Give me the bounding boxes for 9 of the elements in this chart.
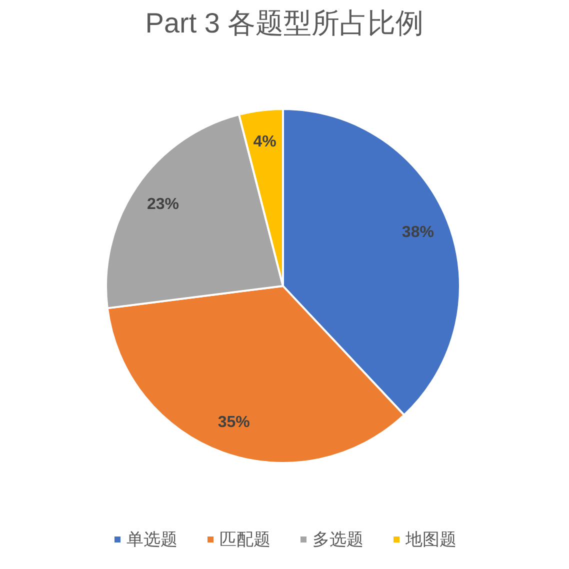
legend-label: 匹配题 xyxy=(220,530,270,549)
data-label: 23% xyxy=(146,196,179,213)
data-label: 4% xyxy=(253,134,276,151)
legend-label: 多选题 xyxy=(312,530,364,549)
data-label: 38% xyxy=(402,224,434,242)
data-label: 35% xyxy=(218,414,250,432)
legend-label: 地图题 xyxy=(404,530,456,549)
legend-label: 单选题 xyxy=(126,530,178,549)
chart-title: Part 3 各题型所占比例 xyxy=(145,8,424,38)
